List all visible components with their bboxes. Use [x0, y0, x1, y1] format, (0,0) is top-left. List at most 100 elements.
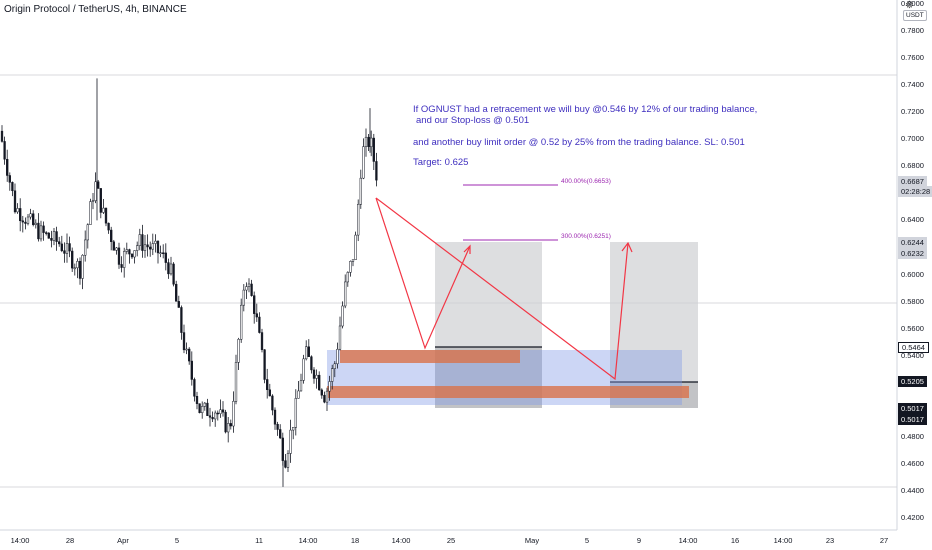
candle-body [333, 363, 336, 369]
candle-body [273, 409, 277, 425]
candle-body [32, 213, 35, 225]
candle-body [89, 201, 92, 225]
candle-body [279, 429, 282, 439]
arrow-head-1 [463, 244, 471, 254]
price-tick-label: 0.5600 [901, 323, 924, 333]
price-tick-label: 0.7600 [901, 53, 924, 63]
price-label-4: 0.5017 [898, 403, 927, 414]
candle-body [52, 231, 56, 241]
candle-body [97, 181, 100, 189]
candle-body [338, 325, 342, 350]
candle-body [47, 232, 50, 239]
candle-body [315, 374, 318, 379]
candle-body [255, 313, 258, 318]
candle-body [206, 402, 209, 416]
candle-body [81, 254, 84, 279]
quote-currency-badge[interactable]: USDT [903, 10, 927, 21]
candle-body [42, 225, 45, 233]
candle-body [8, 175, 11, 183]
candle-body [13, 190, 17, 213]
candle-body [240, 304, 243, 340]
forecast-path-2 [375, 197, 629, 381]
candle-body [247, 283, 251, 287]
candle-body [99, 188, 102, 213]
time-tick-label: May [524, 536, 540, 545]
candle-body [292, 427, 295, 431]
projection-box-1-profit [435, 242, 542, 347]
candle-body [250, 283, 253, 296]
candle-body [276, 423, 279, 430]
candle-body [86, 224, 89, 241]
candle-body [182, 332, 186, 351]
price-tick-label: 0.6800 [901, 161, 924, 171]
candle-body [336, 348, 339, 365]
time-tick-label: 11 [255, 536, 263, 545]
candle-body [349, 261, 352, 273]
candle-body [156, 240, 160, 254]
price-tick-label: 0.4800 [901, 431, 924, 441]
time-tick-label: 5 [584, 536, 590, 545]
candle-body [325, 390, 329, 403]
candle-body [37, 222, 40, 240]
candle-body [224, 411, 227, 433]
candle-body [201, 406, 204, 413]
candle-body [138, 234, 141, 246]
price-tick-label: 0.4400 [901, 485, 924, 495]
candle-body [164, 252, 167, 263]
candle-body [364, 136, 368, 147]
time-tick-label: 16 [730, 536, 740, 545]
candle-body [84, 239, 87, 256]
candle-body [190, 360, 193, 380]
candle-body [159, 252, 162, 254]
price-label-3: 0.5205 [898, 376, 927, 387]
annotation-line-1: If OGNUST had a retracement we will buy … [413, 104, 758, 115]
time-tick-label: 27 [879, 536, 889, 545]
price-label-2: 0.5464 [898, 342, 929, 353]
candle-body [110, 229, 113, 242]
candle-body [346, 272, 349, 283]
candle-body [149, 246, 152, 250]
candle-body [143, 244, 147, 251]
candle-body [177, 301, 180, 308]
time-tick-label: 25 [446, 536, 456, 545]
candle-body [341, 305, 344, 327]
candle-body [94, 181, 97, 201]
candle-body [45, 232, 48, 234]
gear-icon[interactable]: ⚙ [905, 0, 914, 11]
price-label-1: 0.6232 [898, 248, 927, 259]
time-tick-label: 14:00 [298, 536, 318, 545]
candle-body [60, 243, 63, 251]
candle-body [344, 281, 347, 307]
candle-body [175, 283, 178, 302]
candle-body [354, 234, 357, 260]
candle-body [258, 316, 261, 333]
candle-body [55, 231, 58, 242]
candle-body [73, 267, 76, 270]
candle-body [39, 225, 43, 240]
candle-body [359, 177, 362, 205]
candle-body [227, 423, 230, 433]
candle-body [107, 222, 110, 231]
candle-body [34, 222, 37, 225]
candle-body [263, 349, 266, 380]
candle-body [162, 252, 165, 254]
annotation-line-3: and another buy limit order @ 0.52 by 25… [413, 137, 745, 148]
price-tick-label: 0.5400 [901, 350, 924, 360]
candle-body [323, 394, 326, 403]
time-tick-label: 14:00 [10, 536, 30, 545]
candle-body [195, 396, 199, 404]
candle-body [294, 398, 297, 428]
candle-body [307, 346, 310, 357]
candle-body [216, 412, 219, 415]
candle-body [305, 346, 308, 360]
candle-body [71, 250, 74, 269]
annotation-line-2: and our Stop-loss @ 0.501 [416, 115, 530, 126]
price-label-0: 0.6244 [898, 237, 927, 248]
candle-body [245, 286, 248, 291]
candle-body [328, 381, 331, 392]
candle-body [58, 241, 61, 245]
candle-body [268, 389, 271, 397]
candle-body [180, 307, 183, 333]
time-tick-label: 5 [174, 536, 180, 545]
